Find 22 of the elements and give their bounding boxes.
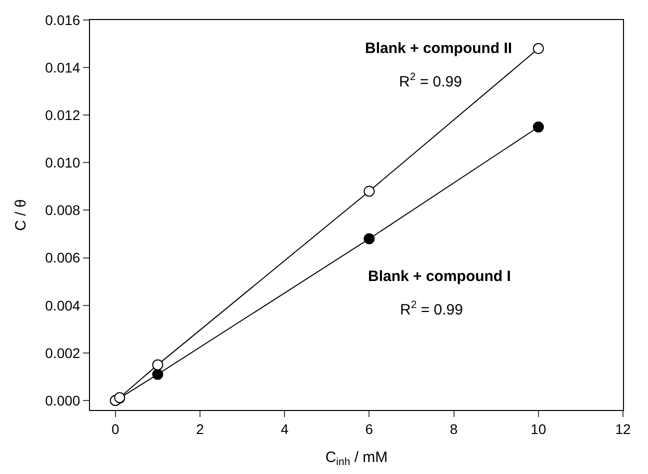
x-tick-label: 6 — [365, 420, 374, 437]
y-tick-label: 0.002 — [45, 344, 80, 361]
y-tick-label: 0.014 — [45, 59, 80, 76]
y-tick-label: 0.000 — [45, 392, 80, 408]
y-tick-label: 0.010 — [45, 154, 80, 171]
y-tick-label: 0.012 — [45, 107, 80, 124]
x-axis-title: C$_{inh}$ / mM — [325, 448, 388, 468]
y-tick-label: 0.004 — [45, 297, 80, 314]
x-tick-label: 12 — [615, 420, 631, 437]
x-tick-label: 10 — [530, 420, 546, 437]
x-tick-label: 4 — [280, 420, 289, 437]
annotation: R$^{2}$ = 0.99 — [399, 71, 462, 90]
x-tick-label: 8 — [450, 420, 458, 437]
y-tick-label: 0.016 — [45, 12, 80, 28]
series-label: Blank + compound I — [368, 268, 511, 285]
y-tick-label: 0.008 — [45, 202, 80, 218]
x-tick-label: 2 — [196, 420, 204, 437]
annotation: R$^{2}$ = 0.99 — [400, 299, 463, 318]
series-label: Blank + compound II — [365, 40, 512, 57]
y-axis-title: C / θ — [12, 199, 30, 231]
x-tick-label: 0 — [111, 420, 120, 437]
y-tick-label: 0.006 — [45, 250, 80, 266]
